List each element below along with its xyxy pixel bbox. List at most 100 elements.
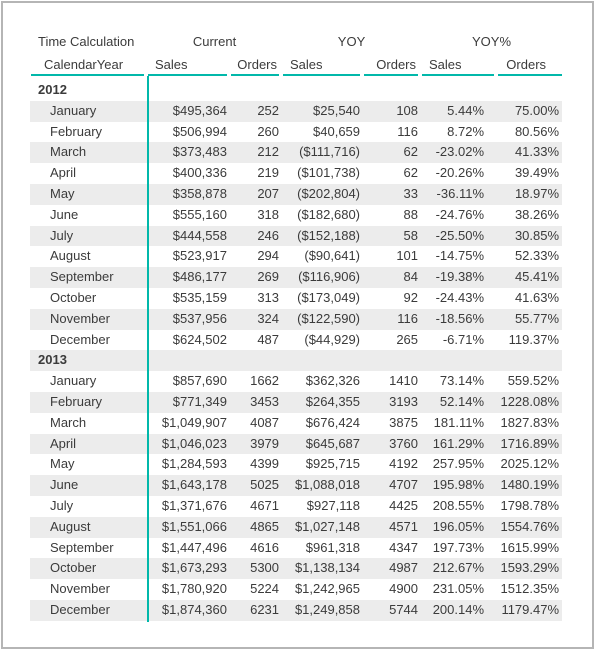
cell-current_sales[interactable]: $1,284,593 [161, 456, 227, 472]
cell-yoy_sales[interactable]: ($122,590) [297, 310, 361, 326]
cell-yoy_pct_sales[interactable]: 197.73% [432, 539, 485, 555]
row-header-month[interactable]: October [50, 560, 97, 576]
cell-yoy_pct_orders[interactable]: 52.33% [514, 248, 560, 264]
cell-yoy_pct_sales[interactable]: 208.55% [432, 497, 485, 513]
cell-yoy_pct_sales[interactable]: 181.11% [433, 414, 485, 430]
cell-current_orders[interactable]: 294 [257, 248, 280, 264]
cell-yoy_sales[interactable]: $362,326 [305, 373, 361, 389]
corner-header-calendar-year[interactable]: CalendarYear [30, 53, 147, 76]
cell-yoy_sales[interactable]: ($152,188) [297, 227, 361, 243]
cell-current_orders[interactable]: 5300 [250, 560, 280, 576]
cell-yoy_sales[interactable]: $645,687 [305, 435, 361, 451]
cell-yoy_pct_orders[interactable]: 1228.08% [500, 393, 560, 409]
cell-yoy_orders[interactable]: 4571 [389, 518, 419, 534]
cell-yoy_sales[interactable]: $676,424 [305, 414, 361, 430]
cell-current_sales[interactable]: $506,994 [172, 123, 227, 139]
cell-yoy_pct_orders[interactable]: 45.41% [514, 269, 560, 285]
cell-yoy_sales[interactable]: ($173,049) [297, 289, 361, 305]
cell-current_sales[interactable]: $535,159 [172, 289, 227, 305]
row-header-month[interactable]: June [50, 206, 79, 222]
cell-yoy_orders[interactable]: 3193 [389, 393, 419, 409]
column-group-yoy-pct[interactable]: YOY% [472, 34, 512, 49]
row-header-month[interactable]: September [50, 539, 114, 555]
cell-current_orders[interactable]: 212 [257, 144, 280, 160]
cell-current_sales[interactable]: $495,364 [172, 102, 227, 118]
cell-current_sales[interactable]: $771,349 [172, 393, 227, 409]
row-header-month[interactable]: March [50, 414, 87, 430]
cell-yoy_pct_orders[interactable]: 1554.76% [500, 518, 560, 534]
cell-yoy_sales[interactable]: $264,355 [305, 393, 361, 409]
cell-current_orders[interactable]: 4865 [250, 518, 280, 534]
cell-current_sales[interactable]: $373,483 [172, 144, 227, 160]
cell-current_orders[interactable]: 246 [257, 227, 280, 243]
year-row-2012[interactable]: 2012 [30, 80, 562, 101]
row-header-month[interactable]: December [50, 601, 110, 617]
cell-yoy_sales[interactable]: $927,118 [306, 497, 361, 513]
cell-yoy_orders[interactable]: 3875 [389, 414, 419, 430]
cell-yoy_pct_orders[interactable]: 1615.99% [500, 539, 560, 555]
cell-yoy_pct_sales[interactable]: 257.95% [432, 456, 485, 472]
cell-yoy_pct_sales[interactable]: -24.43% [435, 289, 485, 305]
cell-yoy_sales[interactable]: $925,715 [305, 456, 361, 472]
column-header-current-orders[interactable]: Orders [230, 53, 282, 76]
data-row-2013-march[interactable]: March $1,049,907 4087 $676,424 3875 181.11% 18… [30, 413, 562, 434]
column-group-yoy[interactable]: YOY [337, 34, 366, 49]
cell-yoy_sales[interactable]: ($90,641) [304, 248, 361, 264]
row-header-month[interactable]: December [50, 331, 110, 347]
cell-yoy_pct_orders[interactable]: 559.52% [507, 373, 560, 389]
data-row-2013-october[interactable]: October $1,673,293 5300 $1,138,134 4987 212.6… [30, 558, 563, 580]
cell-yoy_pct_orders[interactable]: 1827.83% [500, 414, 560, 430]
cell-yoy_pct_orders[interactable]: 39.49% [514, 165, 560, 181]
data-row-2013-december[interactable]: December $1,874,360 6231 $1,249,858 5744 200.… [30, 599, 563, 621]
cell-current_orders[interactable]: 313 [257, 289, 280, 305]
cell-yoy_orders[interactable]: 116 [397, 123, 419, 139]
row-header-month[interactable]: January [50, 373, 97, 389]
cell-current_sales[interactable]: $537,956 [172, 310, 227, 326]
cell-current_orders[interactable]: 3979 [250, 435, 280, 451]
row-header-month[interactable]: October [50, 289, 97, 305]
cell-current_sales[interactable]: $1,874,360 [161, 601, 227, 617]
cell-yoy_sales[interactable]: $40,659 [313, 123, 361, 139]
cell-current_sales[interactable]: $1,447,496 [161, 539, 227, 555]
cell-yoy_orders[interactable]: 265 [396, 331, 419, 347]
cell-yoy_pct_orders[interactable]: 1593.29% [500, 560, 560, 576]
cell-yoy_orders[interactable]: 4900 [389, 581, 419, 597]
row-header-year[interactable]: 2013 [38, 352, 67, 368]
cell-current_orders[interactable]: 219 [257, 165, 280, 181]
row-header-month[interactable]: March [50, 144, 87, 160]
cell-yoy_pct_orders[interactable]: 41.33% [514, 144, 560, 160]
cell-yoy_sales[interactable]: ($202,804) [297, 185, 361, 201]
cell-yoy_sales[interactable]: $1,249,858 [294, 601, 361, 617]
cell-yoy_orders[interactable]: 84 [403, 269, 419, 285]
cell-current_sales[interactable]: $555,160 [172, 206, 227, 222]
cell-yoy_pct_sales[interactable]: -25.50% [435, 227, 485, 243]
cell-current_orders[interactable]: 318 [257, 206, 280, 222]
cell-yoy_pct_orders[interactable]: 75.00% [514, 102, 560, 118]
cell-yoy_pct_sales[interactable]: -18.56% [435, 310, 485, 326]
cell-yoy_pct_orders[interactable]: 55.77% [514, 310, 560, 326]
cell-yoy_sales[interactable]: $1,027,148 [294, 518, 361, 534]
cell-yoy_pct_orders[interactable]: 41.63% [514, 289, 560, 305]
cell-current_orders[interactable]: 5025 [250, 477, 280, 493]
cell-yoy_pct_sales[interactable]: 73.14% [439, 373, 485, 389]
cell-current_sales[interactable]: $1,643,178 [161, 477, 227, 493]
cell-yoy_orders[interactable]: 3760 [389, 435, 419, 451]
cell-current_orders[interactable]: 4671 [250, 497, 280, 513]
cell-yoy_orders[interactable]: 4987 [389, 560, 419, 576]
cell-current_sales[interactable]: $444,558 [172, 227, 227, 243]
cell-yoy_pct_sales[interactable]: -19.38% [435, 269, 485, 285]
cell-yoy_pct_sales[interactable]: 52.14% [439, 393, 485, 409]
cell-current_sales[interactable]: $1,673,293 [161, 560, 227, 576]
cell-current_orders[interactable]: 252 [257, 102, 280, 118]
cell-current_sales[interactable]: $1,780,920 [161, 581, 227, 597]
cell-yoy_pct_orders[interactable]: 80.56% [514, 123, 560, 139]
cell-yoy_orders[interactable]: 4347 [389, 539, 419, 555]
column-header-current-sales[interactable]: Sales [147, 53, 230, 76]
row-header-month[interactable]: April [50, 435, 77, 451]
cell-yoy_pct_orders[interactable]: 119.37% [508, 331, 560, 347]
cell-current_orders[interactable]: 1662 [250, 373, 280, 389]
cell-yoy_pct_sales[interactable]: 195.98% [432, 477, 485, 493]
cell-yoy_orders[interactable]: 116 [397, 310, 419, 326]
cell-yoy_orders[interactable]: 101 [396, 248, 419, 264]
cell-yoy_orders[interactable]: 92 [403, 289, 419, 305]
